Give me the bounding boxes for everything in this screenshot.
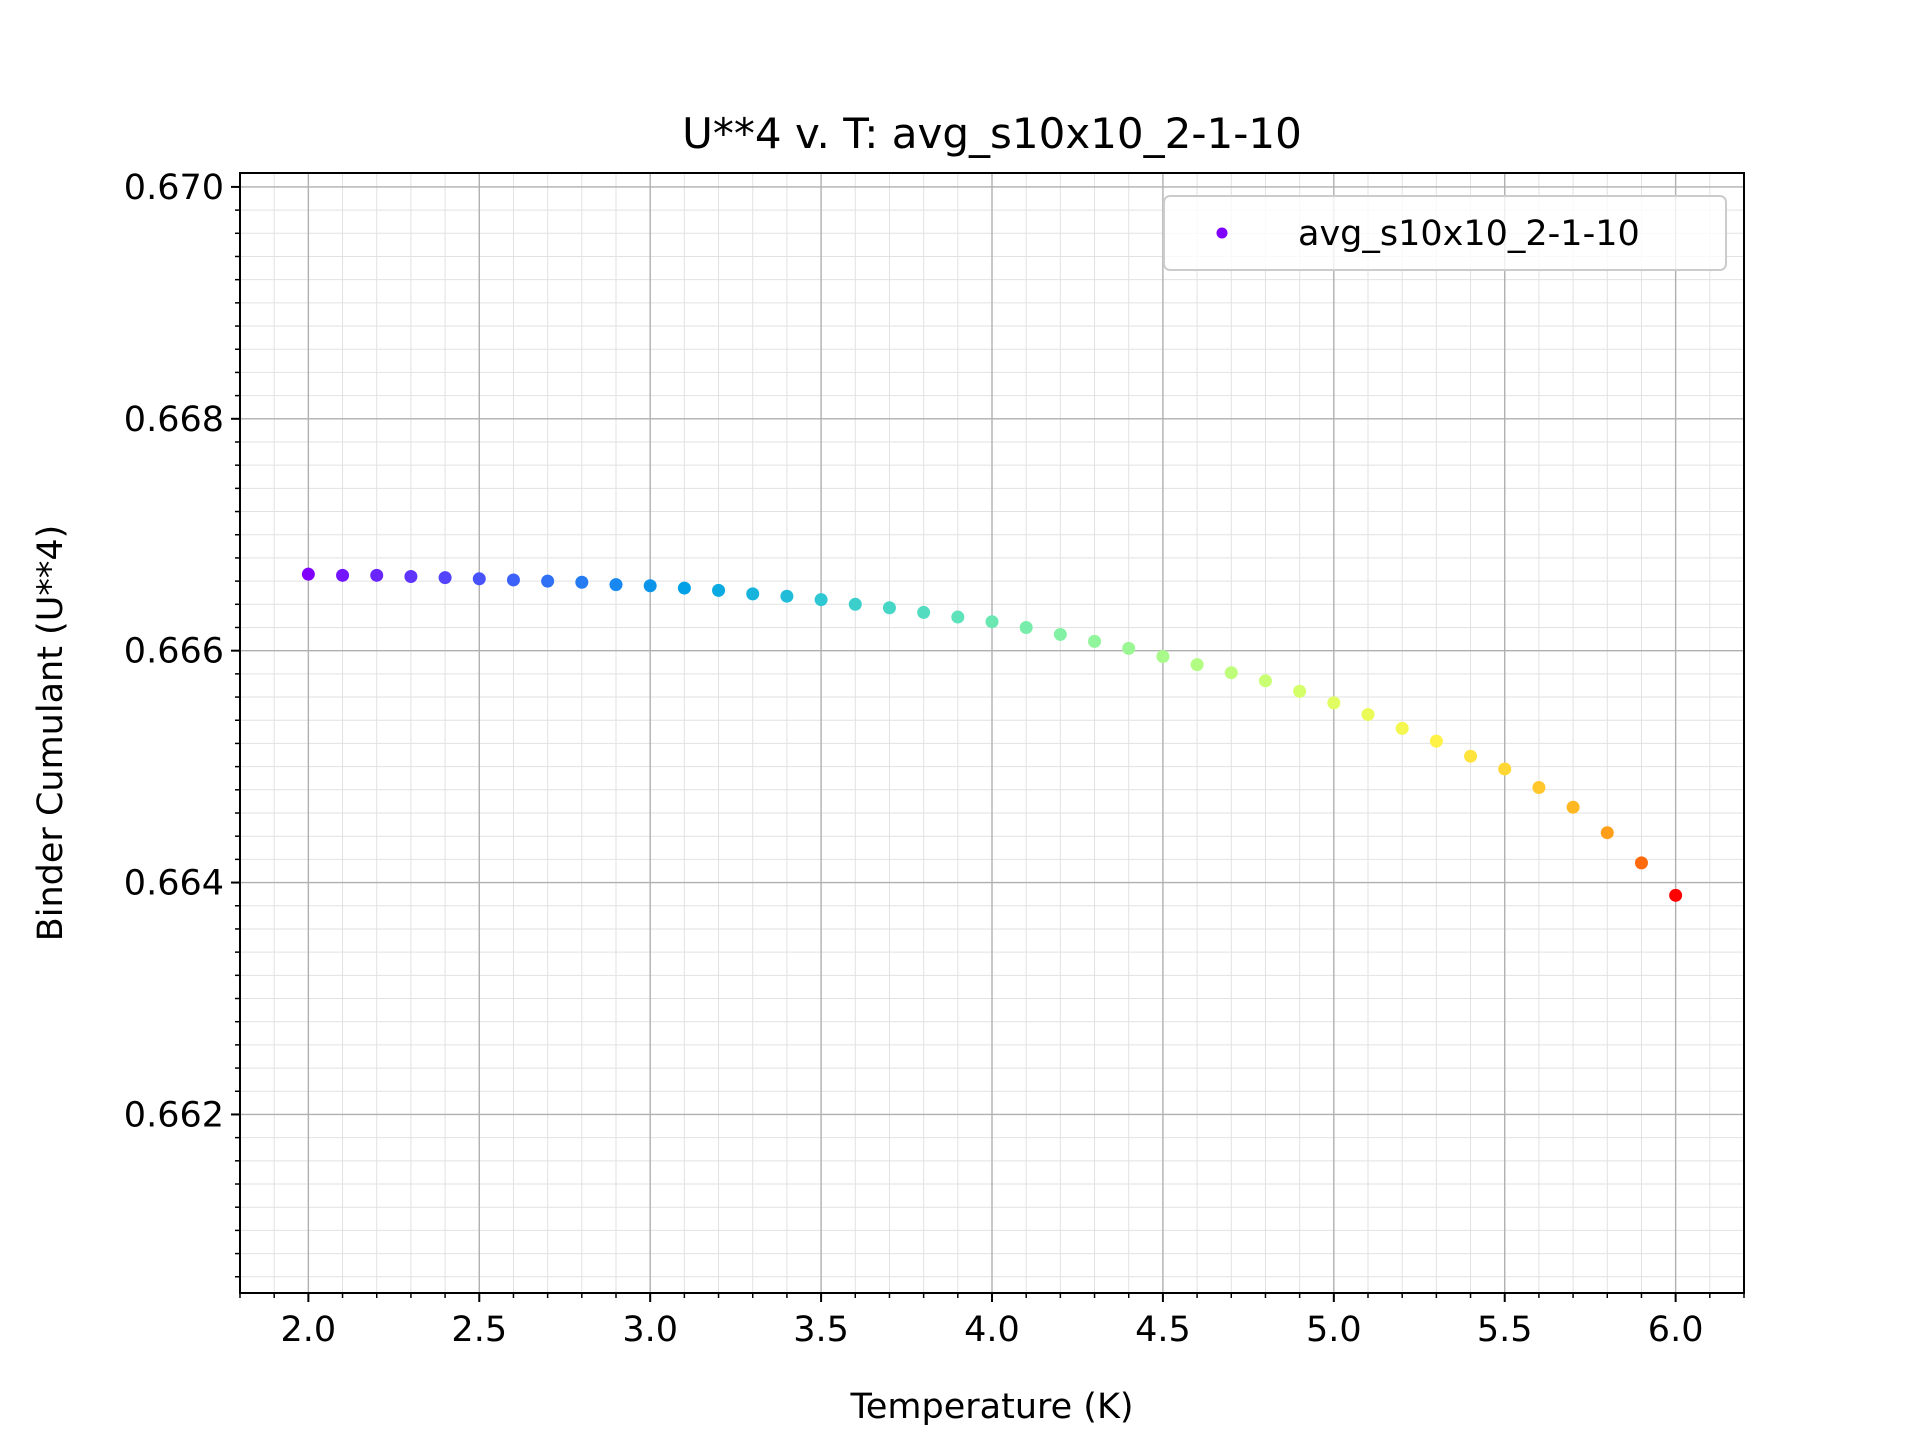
data-point xyxy=(438,571,452,585)
data-point xyxy=(1464,749,1478,763)
data-point xyxy=(1532,780,1546,794)
x-tick-label: 4.0 xyxy=(964,1310,1020,1350)
x-axis-label: Temperature (K) xyxy=(849,1387,1133,1427)
data-point xyxy=(848,597,862,611)
data-point xyxy=(1429,734,1443,748)
x-tick-label: 4.5 xyxy=(1135,1310,1191,1350)
data-point xyxy=(1669,888,1683,902)
data-point xyxy=(985,615,999,629)
data-point xyxy=(404,569,418,583)
data-point xyxy=(1498,762,1512,776)
data-point xyxy=(814,593,828,607)
data-points xyxy=(301,567,1683,902)
axis-ticks xyxy=(231,185,1745,1302)
chart-title: U**4 v. T: avg_s10x10_2-1-10 xyxy=(682,109,1302,158)
data-point xyxy=(1190,658,1204,672)
data-point xyxy=(472,572,486,586)
data-point xyxy=(609,578,623,592)
y-tick-label: 0.670 xyxy=(124,168,224,208)
data-point xyxy=(712,583,726,597)
data-point xyxy=(370,568,384,582)
legend-box xyxy=(1163,195,1727,271)
data-point xyxy=(1224,666,1238,680)
data-point xyxy=(1361,707,1375,721)
data-point xyxy=(1293,684,1307,698)
legend-label: avg_s10x10_2-1-10 xyxy=(1298,214,1640,254)
data-point xyxy=(1634,856,1648,870)
data-point xyxy=(1088,634,1102,648)
data-point xyxy=(746,587,760,601)
y-tick-label: 0.666 xyxy=(124,632,224,672)
data-point xyxy=(1566,800,1580,814)
data-point xyxy=(917,605,931,619)
x-tick-label: 5.5 xyxy=(1477,1310,1533,1350)
data-point xyxy=(575,575,589,589)
data-point xyxy=(301,567,315,581)
data-point xyxy=(780,589,794,603)
data-point xyxy=(1053,627,1067,641)
data-point xyxy=(1395,721,1409,735)
x-tick-label: 3.0 xyxy=(622,1310,678,1350)
data-point xyxy=(1327,696,1341,710)
data-point xyxy=(1258,674,1272,688)
x-tick-label: 5.0 xyxy=(1306,1310,1362,1350)
x-tick-label: 2.5 xyxy=(451,1310,507,1350)
data-point xyxy=(951,610,965,624)
data-point xyxy=(1156,649,1170,663)
data-point xyxy=(541,574,555,588)
data-point xyxy=(1122,641,1136,655)
data-point xyxy=(882,601,896,615)
y-axis-label: Binder Cumulant (U**4) xyxy=(31,525,71,941)
data-point xyxy=(1600,826,1614,840)
data-point xyxy=(1019,620,1033,634)
y-tick-label: 0.664 xyxy=(124,864,224,904)
axis-tick-labels: 2.0 2.5 3.0 3.5 4.0 4.5 5.0 5.5 6.0 0.662 0.664 0.6… xyxy=(124,168,1704,1350)
data-point xyxy=(677,581,691,595)
y-tick-label: 0.668 xyxy=(124,400,224,440)
x-tick-label: 2.0 xyxy=(281,1310,337,1350)
data-point xyxy=(506,573,520,587)
legend-marker xyxy=(1216,227,1228,239)
legend: avg_s10x10_2-1-10 xyxy=(1163,195,1727,271)
major-grid xyxy=(240,173,1744,1293)
data-point xyxy=(643,579,657,593)
y-tick-label: 0.662 xyxy=(124,1095,224,1135)
x-tick-label: 3.5 xyxy=(793,1310,849,1350)
data-point xyxy=(336,568,350,582)
x-tick-label: 6.0 xyxy=(1648,1310,1704,1350)
